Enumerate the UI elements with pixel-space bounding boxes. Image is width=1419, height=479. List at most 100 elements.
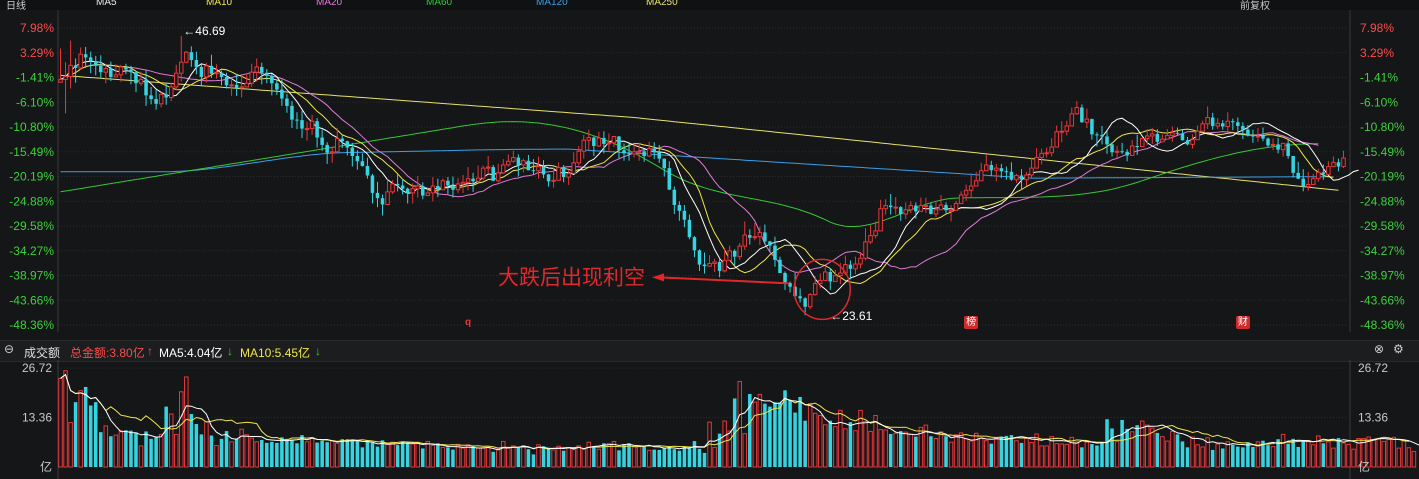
candle-body: [380, 198, 385, 205]
candle: [697, 249, 702, 271]
close-icon[interactable]: ⊗: [1374, 342, 1385, 356]
volume-bar: [742, 433, 748, 468]
candle-body: [1266, 138, 1270, 146]
candle: [622, 143, 626, 161]
volume-bar: [254, 441, 259, 468]
candle-body: [667, 168, 672, 190]
gear-icon[interactable]: ⚙: [1393, 342, 1404, 356]
event-tag-bang[interactable]: 榜: [964, 316, 979, 329]
volume-chart[interactable]: 26.72 26.72 13.36 13.36 亿 亿: [0, 360, 1419, 479]
candle: [501, 159, 506, 174]
candle-body: [923, 205, 929, 208]
event-tag-q[interactable]: q: [464, 317, 472, 328]
volume-bar: [763, 403, 767, 467]
volume-bar: [823, 424, 828, 468]
candle-body: [270, 75, 274, 84]
candle-body: [329, 151, 335, 154]
adjust-mode-label: 前复权: [1240, 1, 1270, 12]
candle: [596, 131, 602, 148]
candle: [1064, 120, 1070, 136]
candle-body: [903, 209, 909, 215]
candle: [963, 184, 969, 201]
candle-body: [430, 185, 436, 194]
volume-bar: [868, 430, 873, 468]
candle: [320, 129, 324, 151]
candle-body: [662, 158, 667, 169]
volume-bar: [99, 432, 103, 467]
candle-body: [415, 185, 420, 190]
volume-bar: [717, 433, 722, 467]
candle-body: [516, 157, 521, 165]
candle: [334, 128, 340, 153]
volume-bar: [199, 434, 204, 467]
volume-bar: [109, 436, 113, 467]
candle: [465, 167, 471, 191]
candle-body: [58, 79, 63, 83]
candle: [571, 152, 576, 174]
kline-chart[interactable]: 7.98% 7.98% 3.29% 3.29% -1.41% -1.41% -6.10% -6…: [0, 10, 1419, 332]
volume-bar: [978, 437, 984, 468]
candle-body: [642, 151, 646, 156]
volume-bar: [1251, 446, 1255, 467]
volume-bar: [953, 434, 959, 468]
candle-body: [1326, 166, 1331, 175]
candle: [158, 92, 164, 108]
candle: [1150, 128, 1155, 144]
legend-item: MA250: [646, 0, 678, 8]
volume-bar: [1009, 435, 1014, 467]
volume-bar: [923, 424, 929, 468]
volume-bar: [1160, 436, 1165, 468]
candle: [475, 165, 481, 182]
volume-bar: [1150, 427, 1155, 468]
volume-bar: [636, 445, 642, 468]
volume-title: 成交额: [24, 346, 61, 360]
volume-bar: [948, 441, 954, 468]
candle: [451, 176, 455, 198]
volume-bar: [1236, 446, 1240, 467]
candle: [631, 143, 637, 158]
candle: [1059, 121, 1064, 143]
candle-body: [184, 51, 189, 63]
volume-bar: [933, 437, 939, 468]
candle: [149, 86, 153, 105]
volume-bar: [768, 406, 772, 467]
candle: [134, 71, 138, 93]
event-tag-cai[interactable]: 财: [1235, 316, 1250, 329]
y-tick-left: -10.80%: [9, 120, 54, 134]
volume-bar: [138, 445, 144, 468]
candle: [727, 245, 732, 261]
volume-bar: [249, 437, 254, 468]
candle-body: [556, 167, 561, 181]
collapse-icon[interactable]: ⊖: [4, 342, 15, 356]
candle-body: [1220, 123, 1225, 127]
volume-bar: [446, 447, 450, 467]
volume-bar: [179, 391, 184, 468]
volume-bar: [1396, 447, 1402, 468]
candle: [400, 179, 405, 195]
y-tick-right: -1.41%: [1360, 71, 1398, 85]
candle: [199, 64, 204, 87]
candle: [1100, 125, 1104, 145]
volume-bar: [204, 421, 209, 468]
legend-item: MA20: [316, 0, 343, 8]
candle-body: [446, 180, 450, 186]
candle-body: [480, 167, 486, 179]
y-tick-left: -20.19%: [9, 170, 54, 184]
annotations: ←46.69 ←23.61 大跌后出现利空: [183, 24, 872, 323]
candle-body: [1044, 152, 1049, 155]
candle: [1306, 171, 1311, 191]
volume-bar: [1406, 447, 1412, 468]
candle-body: [868, 235, 873, 243]
volume-bar: [631, 446, 637, 468]
volume-bar: [229, 441, 234, 468]
candle: [295, 112, 299, 130]
up-arrow-icon: ↑: [147, 344, 153, 358]
candle: [717, 258, 722, 278]
candle-body: [365, 166, 370, 176]
candle-body: [757, 231, 763, 238]
volume-bar: [1246, 442, 1250, 467]
volume-bar: [511, 445, 516, 468]
candle: [68, 40, 73, 89]
volume-bar: [1401, 440, 1407, 468]
volume-bar: [1301, 440, 1305, 467]
